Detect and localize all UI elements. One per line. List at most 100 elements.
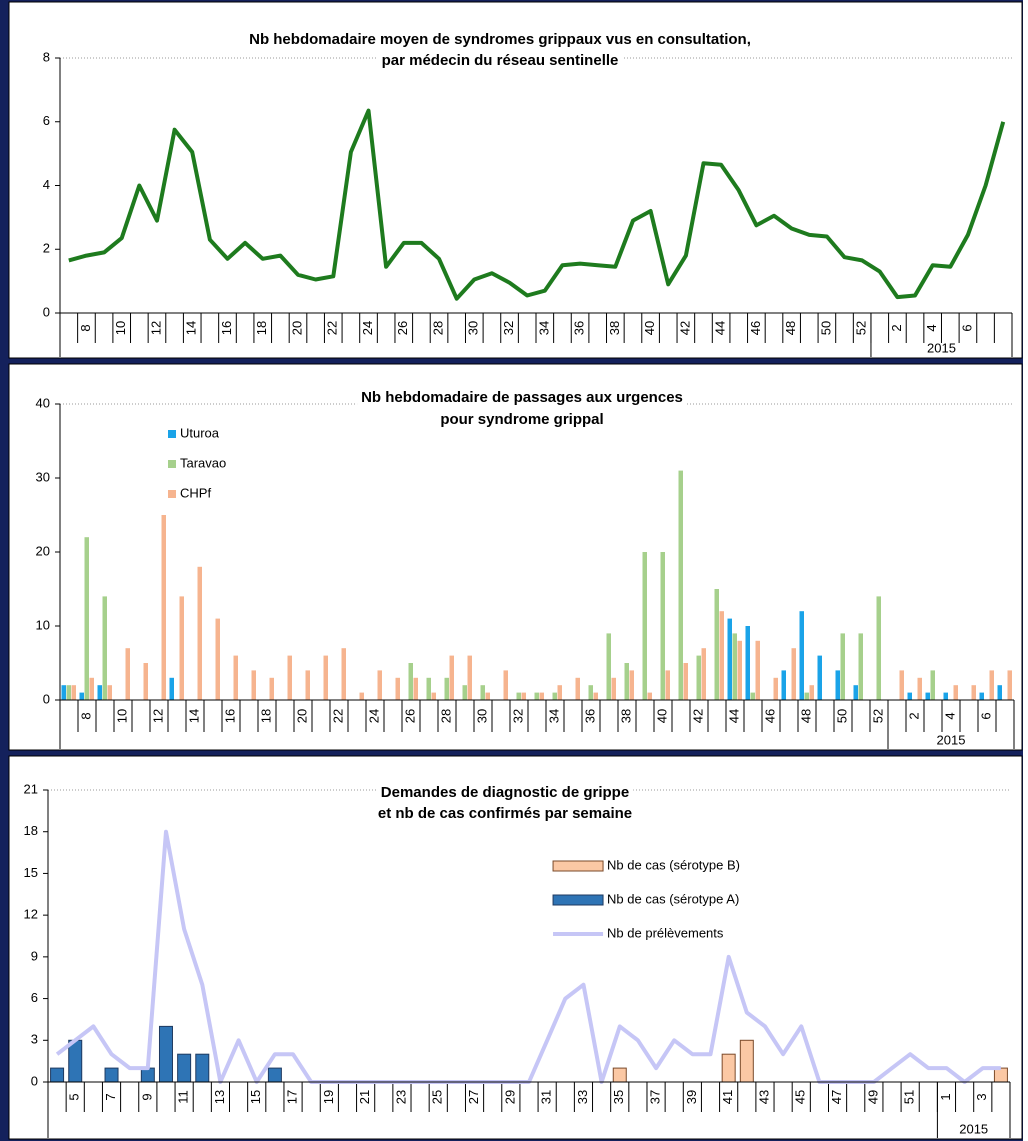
bar (781, 670, 786, 700)
y-tick-label: 0 (43, 304, 50, 319)
bar (930, 670, 935, 700)
bar (107, 685, 112, 700)
x-tick-label: 42 (677, 321, 692, 335)
x-tick-label: 34 (536, 321, 551, 335)
y-tick-label: 8 (43, 49, 50, 64)
y-tick-label: 15 (24, 865, 38, 880)
y-tick-label: 9 (31, 948, 38, 963)
bar (68, 1039, 83, 1083)
legend-label: Nb de cas (sérotype A) (607, 891, 739, 906)
bar (140, 1067, 155, 1083)
x-tick-label: 22 (325, 321, 340, 335)
bar (858, 633, 863, 700)
bar (61, 685, 66, 700)
title-background (373, 803, 637, 823)
x-tick-label: 50 (818, 321, 833, 335)
bar (755, 640, 760, 700)
bar (557, 685, 562, 700)
x-tick-label: 52 (870, 709, 885, 723)
bar (521, 692, 526, 700)
x-tick-label: 36 (572, 321, 587, 335)
bar (642, 552, 647, 700)
bar (721, 1053, 736, 1083)
bar (539, 692, 544, 700)
y-tick-label: 21 (24, 781, 38, 796)
x-tick-label: 37 (647, 1090, 662, 1104)
bar (624, 663, 629, 700)
x-tick-label: 32 (510, 709, 525, 723)
x-tick-label: 47 (829, 1090, 844, 1104)
bar (97, 685, 102, 700)
x-tick-label: 10 (114, 709, 129, 723)
bar (745, 626, 750, 700)
bar (804, 692, 809, 700)
x-tick-label: 6 (978, 712, 993, 719)
x-tick-label: 39 (684, 1090, 699, 1104)
x-tick-label: 42 (690, 709, 705, 723)
title-background (436, 409, 608, 429)
bar (341, 648, 346, 700)
x-tick-label: 43 (756, 1090, 771, 1104)
bar (323, 655, 328, 700)
bar (925, 692, 930, 700)
y-tick-label: 12 (24, 907, 38, 922)
title-background (245, 29, 755, 49)
bar (377, 670, 382, 700)
x-tick-label: 49 (865, 1090, 880, 1104)
bar (647, 692, 652, 700)
x-tick-label: 38 (618, 709, 633, 723)
bar (305, 670, 310, 700)
x-tick-label: 33 (575, 1090, 590, 1104)
bar (84, 537, 89, 700)
y-tick-label: 20 (36, 543, 50, 558)
x-tick-label: 16 (222, 709, 237, 723)
bar (683, 663, 688, 700)
bar (161, 515, 166, 700)
bar (177, 1053, 192, 1083)
legend-label: Uturoa (180, 425, 220, 440)
x-tick-label: 14 (184, 321, 199, 335)
data-line (68, 108, 1006, 301)
bar (233, 655, 238, 700)
y-tick-label: 3 (31, 1032, 38, 1047)
bar (552, 692, 557, 700)
x-tick-label: 18 (258, 709, 273, 723)
bar (750, 692, 755, 700)
y-tick-label: 0 (31, 1073, 38, 1088)
x-tick-label: 29 (502, 1090, 517, 1104)
bar (678, 470, 683, 700)
bar (907, 692, 912, 700)
bar (809, 685, 814, 700)
bar (575, 677, 580, 700)
bar (719, 611, 724, 700)
bar (444, 677, 449, 700)
bar (431, 692, 436, 700)
x-tick-label: 12 (148, 321, 163, 335)
bar (195, 1053, 210, 1083)
legend-swatch (552, 894, 604, 906)
bar (143, 663, 148, 700)
bar (503, 670, 508, 700)
bar (943, 692, 948, 700)
y-tick-label: 10 (36, 617, 50, 632)
bar (395, 677, 400, 700)
legend-label: Nb de cas (sérotype B) (607, 857, 740, 872)
legend-label: Nb de prélèvements (607, 925, 724, 940)
bar (480, 685, 485, 700)
bar (197, 566, 202, 700)
x-tick-label: 11 (176, 1090, 191, 1104)
bar (979, 692, 984, 700)
x-tick-label: 41 (720, 1090, 735, 1104)
y-tick-label: 2 (43, 241, 50, 256)
x-tick-label: 38 (607, 321, 622, 335)
x-tick-label: 52 (854, 321, 869, 335)
bar (89, 677, 94, 700)
x-tick-label: 28 (438, 709, 453, 723)
x-tick-label: 22 (330, 709, 345, 723)
title-background (357, 387, 687, 407)
bar (714, 589, 719, 700)
chart-title: et nb de cas confirmés par semaine (378, 805, 632, 822)
bar (485, 692, 490, 700)
bar (917, 677, 922, 700)
bar (853, 685, 858, 700)
